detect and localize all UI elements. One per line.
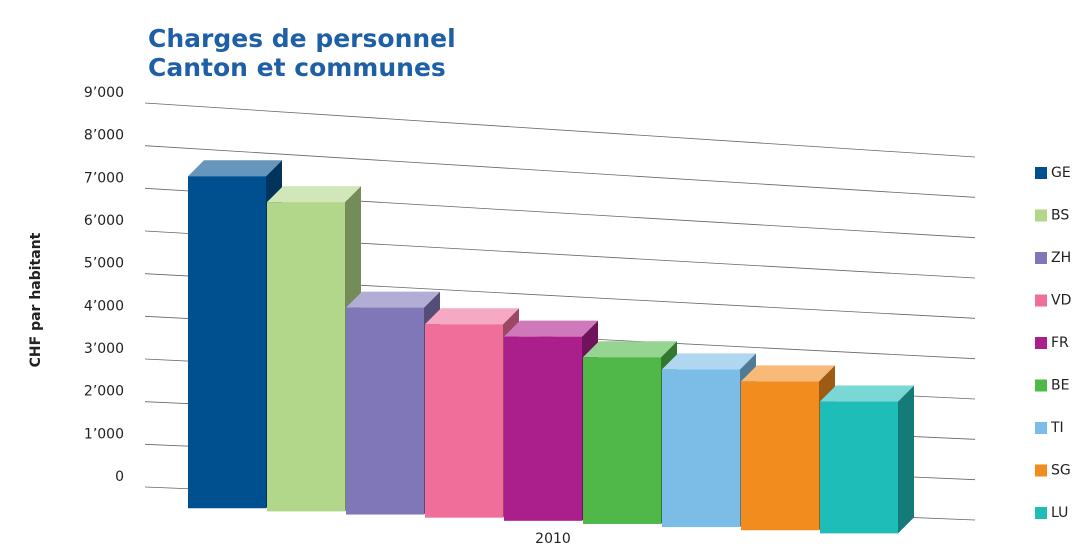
bar bbox=[583, 357, 661, 524]
legend-label: ZH bbox=[1051, 250, 1071, 266]
y-tick-label: 4’000 bbox=[84, 298, 124, 314]
grid-line bbox=[144, 102, 976, 158]
bar bbox=[267, 202, 345, 512]
bar-top bbox=[188, 160, 282, 177]
legend-swatch bbox=[1035, 464, 1047, 477]
legend-swatch bbox=[1035, 294, 1047, 307]
bar bbox=[741, 381, 819, 531]
y-tick-label: 5’000 bbox=[84, 256, 124, 272]
bar-side bbox=[898, 385, 914, 534]
y-tick-label: 7’000 bbox=[84, 170, 124, 186]
bar bbox=[662, 369, 740, 528]
bar bbox=[820, 401, 898, 534]
legend-label: BE bbox=[1051, 378, 1069, 394]
bar-top bbox=[346, 291, 440, 308]
y-tick-label: 0 bbox=[115, 469, 124, 485]
bar-top bbox=[267, 186, 361, 203]
x-tick-label: 2010 bbox=[535, 531, 571, 547]
bar-top bbox=[583, 341, 677, 358]
legend-label: BS bbox=[1051, 208, 1069, 224]
bar bbox=[346, 307, 424, 515]
bar-top bbox=[504, 320, 598, 337]
legend-swatch bbox=[1035, 422, 1047, 434]
legend-swatch bbox=[1035, 337, 1047, 349]
chart-title: Charges de personnel bbox=[148, 24, 456, 53]
y-tick-label: 2’000 bbox=[84, 384, 124, 400]
y-tick-label: 8’000 bbox=[84, 128, 124, 144]
grid-line bbox=[144, 145, 976, 198]
bar-top bbox=[820, 385, 914, 402]
legend-swatch bbox=[1035, 209, 1047, 222]
chart-subtitle: Canton et communes bbox=[148, 53, 446, 82]
y-tick-label: 1’000 bbox=[84, 426, 124, 442]
bar bbox=[504, 336, 582, 521]
y-axis-label: CHF par habitant bbox=[28, 232, 44, 367]
legend-swatch bbox=[1035, 252, 1047, 264]
legend-label: GE bbox=[1051, 165, 1071, 181]
legend-label: LU bbox=[1051, 505, 1068, 521]
legend-swatch bbox=[1035, 167, 1047, 179]
bar-top bbox=[662, 353, 756, 370]
legend-label: FR bbox=[1051, 335, 1069, 351]
bar bbox=[425, 324, 503, 518]
legend-swatch bbox=[1035, 379, 1047, 392]
legend-label: TI bbox=[1050, 420, 1064, 436]
bar-top bbox=[741, 365, 835, 382]
bar bbox=[188, 176, 266, 509]
bar-top bbox=[425, 308, 519, 325]
y-tick-label: 3’000 bbox=[84, 341, 124, 357]
legend-label: VD bbox=[1051, 293, 1071, 309]
legend-swatch bbox=[1035, 507, 1047, 519]
legend-label: SG bbox=[1051, 463, 1071, 479]
y-tick-label: 6’000 bbox=[84, 213, 124, 229]
y-tick-label: 9’000 bbox=[84, 85, 124, 101]
